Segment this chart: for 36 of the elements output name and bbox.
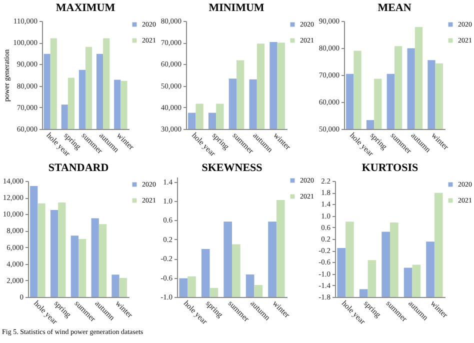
bar: [179, 278, 188, 297]
chart-title: MEAN: [378, 2, 412, 14]
chart-title: KURTOSIS: [362, 162, 418, 174]
bar: [38, 203, 46, 297]
bar: [58, 202, 66, 297]
bar: [119, 278, 127, 297]
bar: [50, 210, 58, 297]
chart-title: STANDARD: [48, 162, 109, 174]
bar: [434, 192, 443, 297]
bar: [390, 222, 398, 297]
chart-title: SKEWNESS: [202, 162, 262, 174]
bar: [98, 224, 107, 297]
bar: [78, 239, 86, 297]
bar: [359, 289, 368, 297]
bar: [404, 268, 412, 297]
chart-title: MINIMUM: [208, 2, 265, 14]
bar: [70, 236, 78, 297]
bar: [224, 222, 232, 297]
chart-title: MAXIMUM: [56, 2, 116, 14]
bar: [346, 222, 354, 297]
bar: [112, 274, 120, 297]
bar: [412, 264, 421, 297]
bar: [276, 200, 285, 297]
bar: [382, 232, 390, 297]
bar: [426, 242, 434, 297]
bar: [188, 276, 196, 297]
bar: [254, 285, 263, 297]
bar: [368, 260, 376, 297]
bar: [201, 249, 210, 297]
bar: [232, 244, 240, 297]
bar: [268, 222, 276, 297]
bar: [246, 274, 254, 297]
bar: [91, 218, 99, 297]
bar: [337, 248, 346, 297]
bar: [30, 186, 38, 297]
bar: [210, 288, 218, 297]
